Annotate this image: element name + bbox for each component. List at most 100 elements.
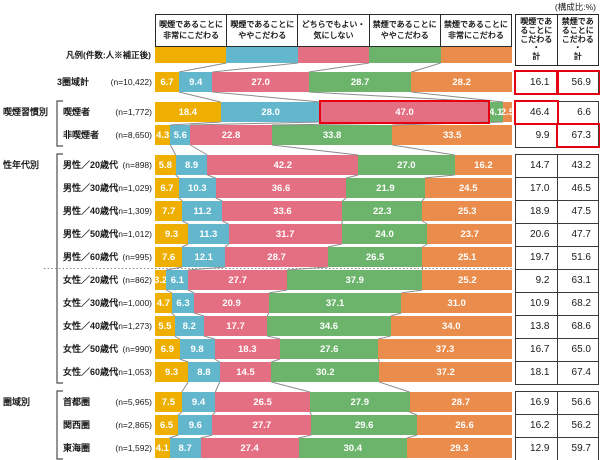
bar-value-label: 28.0 [261,106,280,118]
bar-segment: 28.2 [411,72,512,92]
bar-segment: 14.5 [219,362,272,382]
row-label: 女性／60歳代 [63,367,119,377]
bar-segment: 6.7 [155,178,179,198]
sample-size-label: (n=1,012) [115,229,152,239]
bar-segment: 25.1 [422,247,512,267]
bar-value-label: 11.3 [199,228,218,240]
sample-size-label: (n=1,592) [115,443,152,453]
bar-segment: 4.7 [155,293,172,313]
group-label: 圏域別 [3,397,31,407]
total-cell: 18.9 [530,206,550,217]
bar-segment: 31.7 [228,224,342,244]
bar: 18.4 28.0 47.0 4.1 2.5 [155,102,514,122]
legend-item: 禁煙であることに 非常にこだわる [439,14,513,47]
bar-segment: 18.4 [155,102,221,122]
bar-value-label: 37.3 [435,343,455,355]
bar-segment: 25.3 [422,201,513,221]
total-cell: 56.2 [556,414,599,437]
bar-value-label: 9.3 [164,228,179,240]
legend-item: どちらでもよい・ 気にしない [297,14,370,47]
red-highlight-box [513,69,559,95]
bar-segment: 33.6 [222,201,343,221]
bar-segment: 11.2 [182,201,223,221]
total-cell: 63.1 [556,269,599,292]
bar-segment: 3.2 [154,270,167,290]
bar-segment: 33.5 [392,125,512,145]
row-label: 男性／20歳代 [63,160,119,170]
total-cell: 68.6 [556,315,599,338]
group-label: 喫煙習慣別 [3,107,49,117]
group-label: 性年代別 [3,160,40,170]
bar-value-label: 6.5 [159,419,174,431]
bar-value-label: 6.1 [170,274,184,286]
bar-segment: 27.7 [212,415,312,435]
bar-value-label: 25.2 [458,274,477,286]
row-label: 男性／50歳代 [63,229,119,239]
bar-value-label: 4.7 [156,297,170,309]
bar-value-label: 37.2 [436,366,455,378]
bar-segment: 4.3 [155,125,171,145]
bar-value-label: 27.9 [350,396,369,408]
bar-value-label: 17.7 [226,320,245,332]
total-cell: 9.9 [535,130,550,141]
row-label: 男性／30歳代 [63,183,119,193]
totals-row: 16.7 65.0 [516,338,598,362]
bar-value-label: 47.0 [395,106,414,118]
row-label: 関西圏 [63,420,91,430]
bar-segment: 37.9 [287,270,423,290]
bar-segment: 9.4 [178,72,213,92]
sample-size-label: (n=1,273) [115,321,152,331]
bar-segment: 5.5 [155,316,175,336]
unit-note: (構成比:%) [554,2,596,12]
totals-block: 16.9 56.6 16.2 56.2 12.9 59.7 [515,390,599,460]
legend-item: 禁煙であることに ややこだわる [368,14,441,47]
sample-size-label: (n=898) [122,160,152,170]
bar-value-label: 26.5 [365,251,385,263]
bar-segment: 17.7 [203,316,268,336]
bar-value-label: 27.4 [240,442,259,454]
bar: 7.5 9.4 26.5 27.9 28.7 [155,392,512,412]
bar-value-label: 25.1 [457,251,477,263]
bar-segment: 7.7 [155,201,183,221]
legend-swatches [155,47,513,63]
bar-value-label: 6.7 [160,76,174,88]
sample-size-label: (n=10,422) [110,77,152,87]
bar-value-label: 11.2 [193,205,212,217]
total-cell: 59.7 [556,437,599,460]
bar-value-label: 7.5 [161,396,175,408]
bar: 9.3 8.8 14.5 30.2 37.2 [155,362,512,382]
bar-value-label: 31.0 [447,297,466,309]
bar-segment: 27.7 [188,270,288,290]
legend-swatch [369,47,441,63]
bar-segment: 24.0 [341,224,428,244]
total-cell: 47.7 [556,223,599,246]
bar-segment: 37.2 [379,362,512,382]
bar-value-label: 29.6 [354,419,374,431]
bar-value-label: 5.8 [158,159,172,171]
bar-segment: 7.5 [155,392,182,412]
bar-value-label: 16.2 [474,159,493,171]
bar-segment: 5.6 [170,125,191,145]
row-label: 女性／20歳代 [63,275,119,285]
bar-value-label: 14.5 [236,366,255,378]
bar-value-label: 27.0 [397,159,416,171]
bar-segment: 26.6 [417,415,512,435]
legend-row-label: 凡例(件数:人※補正後) [66,50,151,60]
bar-segment: 42.2 [207,155,359,175]
bar-segment: 23.7 [427,224,512,244]
bar-value-label: 22.8 [221,129,241,141]
red-highlight-box [318,100,491,124]
totals-row: 12.9 59.7 [516,437,599,460]
legend: 喫煙であることに 非常にこだわる 喫煙であることに ややこだわる どちらでもよい・ … [155,14,513,47]
bar-value-label: 28.7 [350,76,370,88]
bar-value-label: 31.7 [275,228,295,240]
bar-value-label: 9.8 [190,343,204,355]
bar-value-label: 7.7 [162,205,176,217]
total-cell: 46.5 [556,177,599,200]
bar-value-label: 5.6 [173,129,187,141]
total-cell: 13.8 [530,321,550,332]
bar-value-label: 4.1 [155,442,169,454]
bar-segment: 4.1 [488,102,504,122]
bar-segment: 12.1 [182,247,226,267]
